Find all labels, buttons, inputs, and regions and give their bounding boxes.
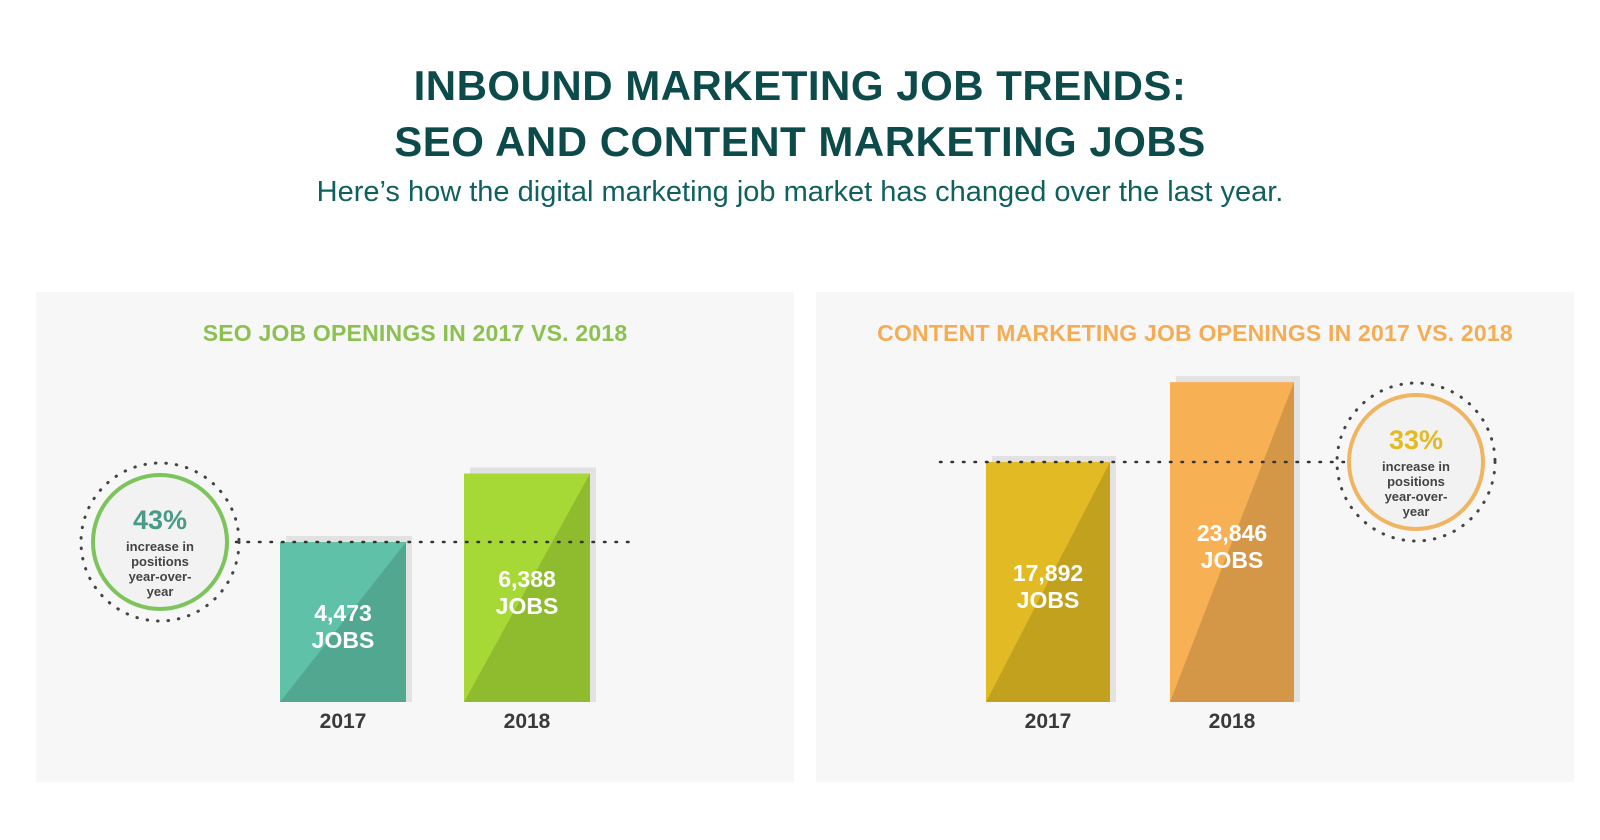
data-label-unit: JOBS: [1017, 587, 1080, 613]
bar-2018: [464, 467, 596, 702]
badge-percent: 43%: [133, 505, 187, 535]
title-line-1: INBOUND MARKETING JOB TRENDS:: [413, 62, 1187, 109]
data-label-value: 17,892: [1013, 560, 1083, 586]
content-chart-panel: CONTENT MARKETING JOB OPENINGS IN 2017 V…: [816, 292, 1574, 782]
data-label-value: 6,388: [498, 566, 556, 592]
data-label-unit: JOBS: [312, 627, 375, 653]
badge-dotted-ring: [79, 461, 241, 623]
content-chart: 17,892JOBS201723,846JOBS201833%increase …: [938, 376, 1497, 733]
bar-2017: [280, 536, 412, 702]
content-chart-title: CONTENT MARKETING JOB OPENINGS IN 2017 V…: [877, 320, 1513, 346]
data-label-value: 23,846: [1197, 520, 1267, 546]
badge-caption: year: [1403, 504, 1430, 519]
seo-chart-panel: SEO JOB OPENINGS IN 2017 VS. 2018 4,473 J…: [36, 292, 794, 782]
data-label-unit: JOBS: [1201, 547, 1264, 573]
badge-caption: year-over-: [129, 569, 192, 584]
category-label: 2017: [320, 710, 367, 733]
category-label: 2018: [1209, 710, 1256, 733]
data-label-value: 4,473: [314, 600, 372, 626]
category-label: 2017: [1025, 710, 1072, 733]
corner-blank: [1350, 782, 1600, 840]
seo-chart-title: SEO JOB OPENINGS IN 2017 VS. 2018: [202, 320, 628, 346]
bar-shade: [280, 542, 406, 702]
bar-2017: [986, 456, 1116, 702]
badge-caption: increase in: [1382, 459, 1450, 474]
category-label: 2018: [504, 710, 551, 733]
bar-shade: [986, 462, 1110, 702]
badge-dotted-ring: [1335, 381, 1497, 543]
badge-percent: 33%: [1389, 425, 1443, 455]
badge-caption: increase in: [126, 539, 194, 554]
title-line-2: SEO AND CONTENT MARKETING JOBS: [394, 118, 1206, 165]
badge-caption: year-over-: [1385, 489, 1448, 504]
badge-caption: positions: [1387, 474, 1445, 489]
data-label-unit: JOBS: [496, 593, 559, 619]
badge-circle: [1347, 393, 1485, 531]
badge-caption: positions: [131, 554, 189, 569]
badge-caption: year: [147, 584, 174, 599]
subtitle: Here’s how the digital marketing job mar…: [316, 176, 1284, 208]
badge-circle: [91, 473, 229, 611]
